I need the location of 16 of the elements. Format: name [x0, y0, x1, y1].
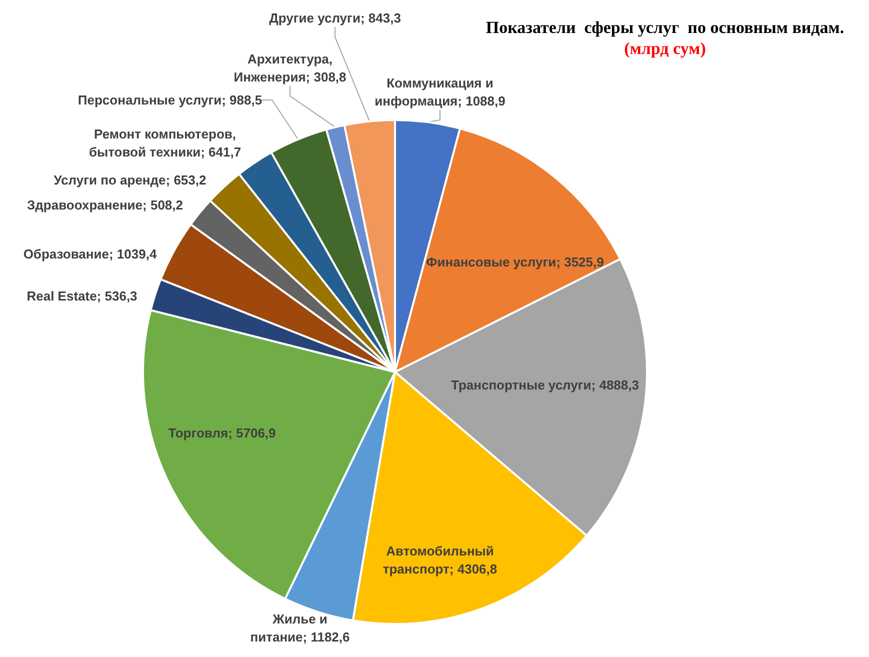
slice-label: Образование; 1039,4: [23, 246, 158, 262]
slice-label: Торговля; 5706,9: [168, 426, 276, 440]
slice-label: Архитектура, Инженерия; 308,8: [234, 52, 346, 84]
slice-label: Финансовые услуги; 3525,9: [426, 254, 604, 270]
slice-label: Транспортные услуги; 4888,3: [451, 378, 639, 392]
slice-label: Автомобильный транспорт; 4306,8: [382, 544, 498, 576]
slice-label: Другие услуги; 843,3: [269, 10, 401, 26]
slice-label: Real Estate; 536,3: [26, 288, 138, 304]
slice-label: Коммуникация и информация; 1088,9: [374, 76, 506, 108]
slice-label: Жилье и питание; 1182,6: [250, 612, 350, 644]
slice-label: Здравоохранение; 508,2: [27, 198, 183, 212]
slice-label: Услуги по аренде; 653,2: [54, 172, 206, 188]
slice-label: Персональные услуги; 988,5: [78, 92, 262, 108]
chart-title: Показатели сферы услуг по основным видам.: [486, 18, 844, 37]
text: (млрд сум): [624, 39, 706, 58]
slice-label: Ремонт компьютеров, бытовой техники; 641,7: [88, 126, 242, 160]
